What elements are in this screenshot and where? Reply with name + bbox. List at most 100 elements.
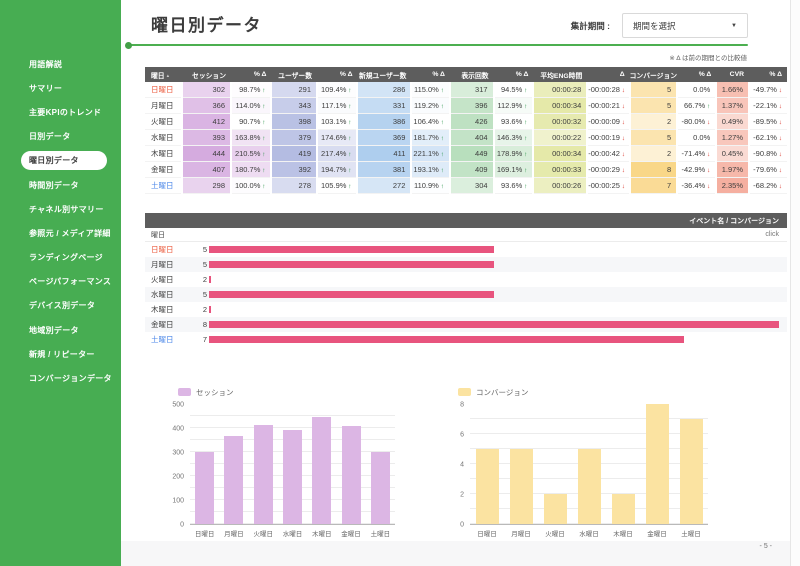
cell: 343 [270, 97, 319, 114]
x-tick-label: 金曜日 [341, 531, 361, 538]
trend-up-icon: ↑ [438, 183, 444, 190]
cell: 5 [628, 97, 679, 114]
column-header-14[interactable]: % Δ [749, 67, 787, 82]
cell: 114.0% ↑ [230, 97, 273, 114]
sidebar-item-2[interactable]: 主要KPIのトレンド [29, 107, 102, 117]
sidebar-item-9[interactable]: ページパフォーマンス [29, 277, 112, 287]
sidebar-item-13[interactable]: コンバージョンデータ [29, 374, 112, 384]
legend-swatch [458, 388, 471, 396]
column-header-9[interactable]: 平均ENG時間 [533, 67, 588, 82]
y-tick-label: 2 [460, 491, 464, 499]
chart-legend: セッション [178, 386, 395, 398]
cell: 100.0% ↑ [230, 177, 273, 194]
bottom-margin [121, 541, 800, 566]
trend-up-icon: ↑ [438, 119, 444, 126]
x-tick-label: 月曜日 [511, 531, 531, 538]
column-header-11[interactable]: コンバージョン [629, 67, 678, 82]
column-header-10[interactable]: Δ [587, 67, 630, 82]
y-tick-label: 6 [460, 431, 464, 439]
y-tick-label: 4 [460, 461, 464, 469]
cell: 286 [356, 82, 413, 98]
trend-up-icon: ↑ [260, 167, 266, 174]
column-header-6[interactable]: % Δ [411, 67, 450, 82]
sidebar-item-7[interactable]: 参照元 / メディア詳細 [29, 228, 111, 238]
cell: -79.6% ↓ [749, 161, 787, 178]
cell: 419 [270, 145, 319, 162]
cell: 00:00:33 [532, 161, 589, 178]
sidebar-item-8[interactable]: ランディングページ [29, 253, 103, 263]
trend-down-icon: ↓ [705, 151, 711, 158]
sidebar-item-6[interactable]: チャネル別サマリー [29, 204, 104, 214]
cell: -49.7% ↓ [749, 82, 787, 98]
event-bar [209, 321, 779, 328]
column-header-2[interactable]: % Δ [231, 67, 272, 82]
cell: -42.9% ↓ [677, 161, 717, 178]
trend-down-icon: ↓ [705, 167, 711, 174]
y-tick-label: 8 [460, 401, 464, 409]
x-tick-label: 金曜日 [647, 531, 667, 538]
cell: 0.45% [715, 145, 751, 162]
legend-label: セッション [196, 387, 234, 397]
cell: 90.7% ↑ [230, 113, 273, 130]
sidebar-item-11[interactable]: 地域別データ [29, 325, 79, 335]
trend-down-icon: ↓ [705, 183, 711, 190]
column-header-12[interactable]: % Δ [677, 67, 717, 82]
event-bar-track [209, 276, 779, 283]
column-header-7[interactable]: 表示回数 [449, 67, 494, 82]
cell: 0.0% [677, 129, 717, 146]
cell: 日曜日 [145, 82, 183, 98]
plot [470, 404, 708, 525]
page-right-edge [790, 0, 800, 566]
sidebar-item-1[interactable]: サマリー [29, 83, 63, 93]
chart-plot-area: 0 2 4 6 8 [450, 401, 708, 529]
cell: 404 [448, 129, 495, 146]
event-row-value: 5 [202, 245, 207, 254]
cell: 411 [356, 145, 413, 162]
column-header-8[interactable]: % Δ [493, 67, 534, 82]
trend-up-icon: ↑ [522, 167, 528, 174]
cell: 1.66% [715, 82, 751, 98]
y-tick-label: 400 [172, 425, 184, 433]
cell: 木曜日 [145, 145, 183, 162]
event-bar-row: 土曜日 7 [145, 332, 787, 347]
column-header-5[interactable]: 新規ユーザー数 [357, 67, 412, 82]
cell: 2 [628, 145, 679, 162]
x-tick-label: 木曜日 [312, 531, 332, 538]
event-bar-track [209, 306, 779, 313]
sidebar-item-3[interactable]: 日別データ [29, 132, 71, 142]
column-header-13[interactable]: CVR [716, 67, 750, 82]
cell: 178.9% ↑ [492, 145, 535, 162]
cell: 386 [356, 113, 413, 130]
bar [611, 494, 635, 524]
cell: 221.1% ↑ [410, 145, 451, 162]
sidebar-item-5[interactable]: 時間別データ [29, 180, 79, 190]
column-header-3[interactable]: ユーザー数 [271, 67, 318, 82]
column-header-1[interactable]: セッション [182, 67, 232, 82]
chevron-down-icon: ▼ [731, 22, 737, 29]
cell: 0.49% [715, 113, 751, 130]
event-row-day-label: 日曜日 [151, 245, 174, 254]
x-tick-label: 水曜日 [579, 531, 599, 538]
event-row-value: 5 [202, 260, 207, 269]
column-header-0[interactable]: 曜日 ▴ [145, 67, 183, 82]
sidebar-item-10[interactable]: デバイス別データ [29, 301, 96, 311]
bar [253, 425, 273, 524]
trend-down-icon: ↓ [776, 183, 782, 190]
period-select[interactable]: 期間を選択 ▼ [622, 13, 748, 38]
event-bar [209, 306, 211, 313]
sidebar-item-4[interactable]: 曜日別データ [21, 151, 107, 171]
cell: 103.1% ↑ [316, 113, 359, 130]
cell: -00:00:09 ↓ [587, 113, 630, 130]
sidebar-item-0[interactable]: 用語解説 [29, 59, 63, 69]
event-row-day-label: 水曜日 [151, 290, 174, 299]
sidebar-item-12[interactable]: 新規 / リピーター [29, 349, 95, 359]
column-header-4[interactable]: % Δ [317, 67, 358, 82]
table-row: 土曜日 298 100.0% ↑ 278 105.9% ↑ 272 110.9% ↑ 304 9… [145, 177, 787, 194]
trend-up-icon: ↑ [522, 135, 528, 142]
event-bar-row: 木曜日 2 [145, 302, 787, 317]
table-header-row: 曜日 ▴ セッション% Δ ユーザー数% Δ 新規ユーザー数% Δ 表示回数% Δ 平均EN… [145, 67, 787, 82]
trend-up-icon: ↑ [522, 119, 528, 126]
cell: 00:00:26 [532, 177, 589, 194]
event-row-day-label: 金曜日 [151, 320, 174, 329]
event-metric-label[interactable]: click [765, 231, 779, 238]
